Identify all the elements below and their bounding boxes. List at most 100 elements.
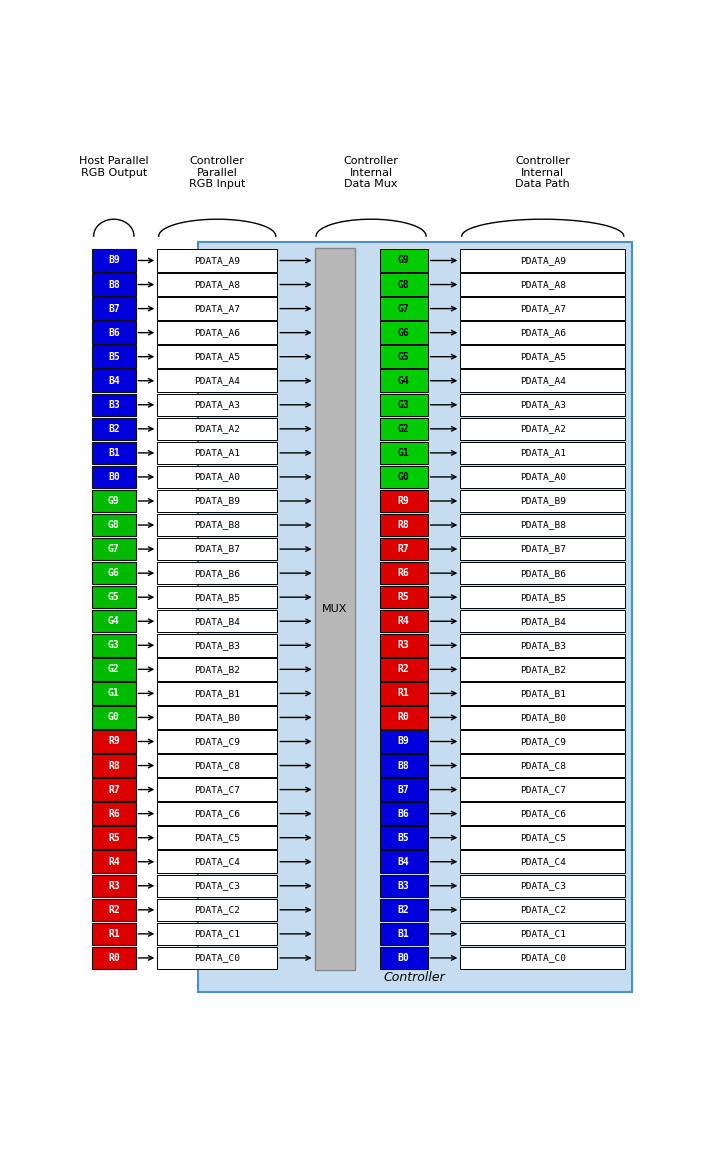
Text: PDATA_C8: PDATA_C8: [194, 761, 240, 770]
FancyBboxPatch shape: [379, 586, 428, 609]
FancyBboxPatch shape: [379, 802, 428, 824]
Text: MUX: MUX: [322, 604, 347, 615]
Text: R4: R4: [398, 616, 409, 626]
FancyBboxPatch shape: [92, 322, 135, 344]
Text: B3: B3: [108, 400, 120, 409]
FancyBboxPatch shape: [460, 874, 625, 897]
Text: PDATA_A3: PDATA_A3: [194, 400, 240, 409]
FancyBboxPatch shape: [92, 778, 135, 801]
FancyBboxPatch shape: [460, 802, 625, 824]
FancyBboxPatch shape: [92, 562, 135, 585]
FancyBboxPatch shape: [379, 249, 428, 272]
Text: B2: B2: [398, 905, 409, 914]
Text: B1: B1: [108, 447, 120, 458]
Text: R7: R7: [108, 784, 120, 794]
FancyBboxPatch shape: [157, 297, 278, 319]
Text: PDATA_A7: PDATA_A7: [194, 304, 240, 314]
FancyBboxPatch shape: [92, 586, 135, 609]
FancyBboxPatch shape: [157, 442, 278, 465]
Text: R4: R4: [108, 857, 120, 867]
Text: PDATA_C9: PDATA_C9: [520, 737, 566, 746]
Text: PDATA_A2: PDATA_A2: [520, 424, 566, 434]
Text: B7: B7: [398, 784, 409, 794]
FancyBboxPatch shape: [379, 634, 428, 656]
Text: B4: B4: [398, 857, 409, 867]
FancyBboxPatch shape: [315, 248, 355, 970]
FancyBboxPatch shape: [379, 537, 428, 560]
FancyBboxPatch shape: [460, 249, 625, 272]
FancyBboxPatch shape: [379, 514, 428, 536]
FancyBboxPatch shape: [92, 514, 135, 536]
FancyBboxPatch shape: [157, 322, 278, 344]
Text: B3: B3: [398, 881, 409, 891]
Text: PDATA_B7: PDATA_B7: [194, 544, 240, 553]
FancyBboxPatch shape: [379, 754, 428, 777]
Text: R1: R1: [108, 929, 120, 939]
FancyBboxPatch shape: [157, 947, 278, 970]
FancyBboxPatch shape: [92, 442, 135, 465]
FancyBboxPatch shape: [92, 297, 135, 319]
Text: PDATA_B0: PDATA_B0: [520, 713, 566, 722]
Text: Controller: Controller: [384, 971, 446, 984]
FancyBboxPatch shape: [157, 514, 278, 536]
FancyBboxPatch shape: [157, 610, 278, 633]
FancyBboxPatch shape: [460, 922, 625, 945]
FancyBboxPatch shape: [92, 827, 135, 849]
FancyBboxPatch shape: [379, 683, 428, 704]
Text: Host Parallel
RGB Output: Host Parallel RGB Output: [79, 156, 149, 178]
FancyBboxPatch shape: [92, 537, 135, 560]
FancyBboxPatch shape: [157, 466, 278, 488]
Text: Controller
Parallel
RGB Input: Controller Parallel RGB Input: [189, 156, 246, 189]
Text: G2: G2: [398, 424, 409, 434]
Text: R8: R8: [108, 761, 120, 770]
FancyBboxPatch shape: [460, 490, 625, 512]
FancyBboxPatch shape: [92, 393, 135, 416]
Text: PDATA_C7: PDATA_C7: [194, 785, 240, 794]
Text: PDATA_C2: PDATA_C2: [194, 905, 240, 914]
FancyBboxPatch shape: [157, 898, 278, 921]
FancyBboxPatch shape: [460, 754, 625, 777]
FancyBboxPatch shape: [379, 393, 428, 416]
Text: G7: G7: [398, 303, 409, 314]
FancyBboxPatch shape: [460, 297, 625, 319]
Text: PDATA_C3: PDATA_C3: [520, 881, 566, 890]
Text: B7: B7: [108, 303, 120, 314]
FancyBboxPatch shape: [379, 369, 428, 392]
Text: G8: G8: [108, 520, 120, 530]
Text: R1: R1: [398, 688, 409, 699]
FancyBboxPatch shape: [157, 827, 278, 849]
FancyBboxPatch shape: [460, 322, 625, 344]
Text: PDATA_A4: PDATA_A4: [520, 376, 566, 385]
FancyBboxPatch shape: [379, 610, 428, 633]
FancyBboxPatch shape: [157, 658, 278, 680]
Text: G5: G5: [398, 352, 409, 362]
FancyBboxPatch shape: [92, 610, 135, 633]
Text: PDATA_A5: PDATA_A5: [194, 352, 240, 361]
Text: PDATA_A0: PDATA_A0: [194, 473, 240, 482]
Text: G1: G1: [108, 688, 120, 699]
FancyBboxPatch shape: [157, 683, 278, 704]
Text: PDATA_C5: PDATA_C5: [194, 834, 240, 842]
FancyBboxPatch shape: [460, 730, 625, 753]
FancyBboxPatch shape: [92, 369, 135, 392]
FancyBboxPatch shape: [379, 466, 428, 488]
Text: PDATA_B6: PDATA_B6: [194, 568, 240, 578]
Text: PDATA_A9: PDATA_A9: [194, 256, 240, 265]
Text: PDATA_C4: PDATA_C4: [194, 857, 240, 866]
Text: G5: G5: [108, 593, 120, 602]
FancyBboxPatch shape: [92, 802, 135, 824]
Text: PDATA_B2: PDATA_B2: [520, 665, 566, 673]
Text: B1: B1: [398, 929, 409, 939]
Text: G2: G2: [108, 664, 120, 675]
Text: B5: B5: [108, 352, 120, 362]
Text: G4: G4: [398, 376, 409, 386]
Text: PDATA_A4: PDATA_A4: [194, 376, 240, 385]
Text: PDATA_C7: PDATA_C7: [520, 785, 566, 794]
FancyBboxPatch shape: [379, 851, 428, 873]
Text: PDATA_B0: PDATA_B0: [194, 713, 240, 722]
FancyBboxPatch shape: [379, 658, 428, 680]
Text: R2: R2: [398, 664, 409, 675]
FancyBboxPatch shape: [379, 346, 428, 368]
FancyBboxPatch shape: [92, 249, 135, 272]
Text: R5: R5: [398, 593, 409, 602]
